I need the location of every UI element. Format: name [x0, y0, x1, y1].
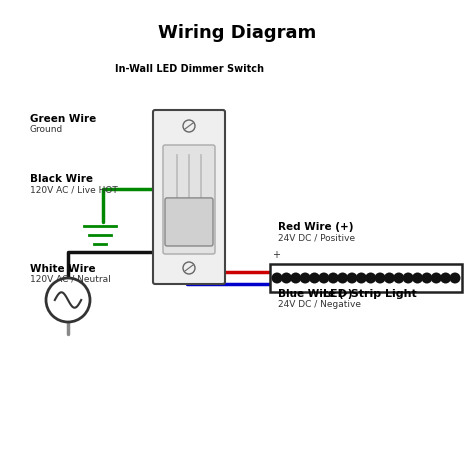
FancyBboxPatch shape: [163, 145, 215, 254]
Text: Red Wire (+): Red Wire (+): [278, 222, 354, 232]
Circle shape: [421, 273, 432, 283]
FancyBboxPatch shape: [165, 198, 213, 246]
Circle shape: [46, 278, 90, 322]
Text: 24V DC / Positive: 24V DC / Positive: [278, 233, 355, 242]
Circle shape: [272, 273, 283, 283]
Circle shape: [337, 273, 348, 283]
Circle shape: [449, 273, 460, 283]
FancyBboxPatch shape: [153, 110, 225, 284]
Circle shape: [309, 273, 320, 283]
FancyBboxPatch shape: [270, 264, 462, 292]
Circle shape: [412, 273, 423, 283]
Text: Green Wire: Green Wire: [30, 114, 96, 124]
Circle shape: [365, 273, 376, 283]
Text: 120V AC / Neutral: 120V AC / Neutral: [30, 275, 111, 284]
Text: Blue Wire (-): Blue Wire (-): [278, 289, 353, 299]
Text: White Wire: White Wire: [30, 264, 96, 274]
Text: Ground: Ground: [30, 125, 63, 134]
Circle shape: [183, 120, 195, 132]
Circle shape: [290, 273, 301, 283]
Circle shape: [384, 273, 395, 283]
Circle shape: [440, 273, 451, 283]
Circle shape: [183, 262, 195, 274]
Circle shape: [319, 273, 329, 283]
Circle shape: [402, 273, 414, 283]
Circle shape: [356, 273, 367, 283]
Text: 120V AC / Live HOT: 120V AC / Live HOT: [30, 185, 118, 194]
Circle shape: [281, 273, 292, 283]
Circle shape: [374, 273, 385, 283]
Circle shape: [393, 273, 404, 283]
Circle shape: [431, 273, 442, 283]
Circle shape: [328, 273, 339, 283]
Text: LED Strip Light: LED Strip Light: [323, 289, 417, 299]
Text: +: +: [272, 250, 280, 260]
Text: 24V DC / Negative: 24V DC / Negative: [278, 300, 361, 309]
Circle shape: [346, 273, 357, 283]
Circle shape: [300, 273, 310, 283]
Text: Black Wire: Black Wire: [30, 174, 93, 184]
Text: Wiring Diagram: Wiring Diagram: [158, 24, 316, 42]
Text: In-Wall LED Dimmer Switch: In-Wall LED Dimmer Switch: [116, 64, 264, 74]
